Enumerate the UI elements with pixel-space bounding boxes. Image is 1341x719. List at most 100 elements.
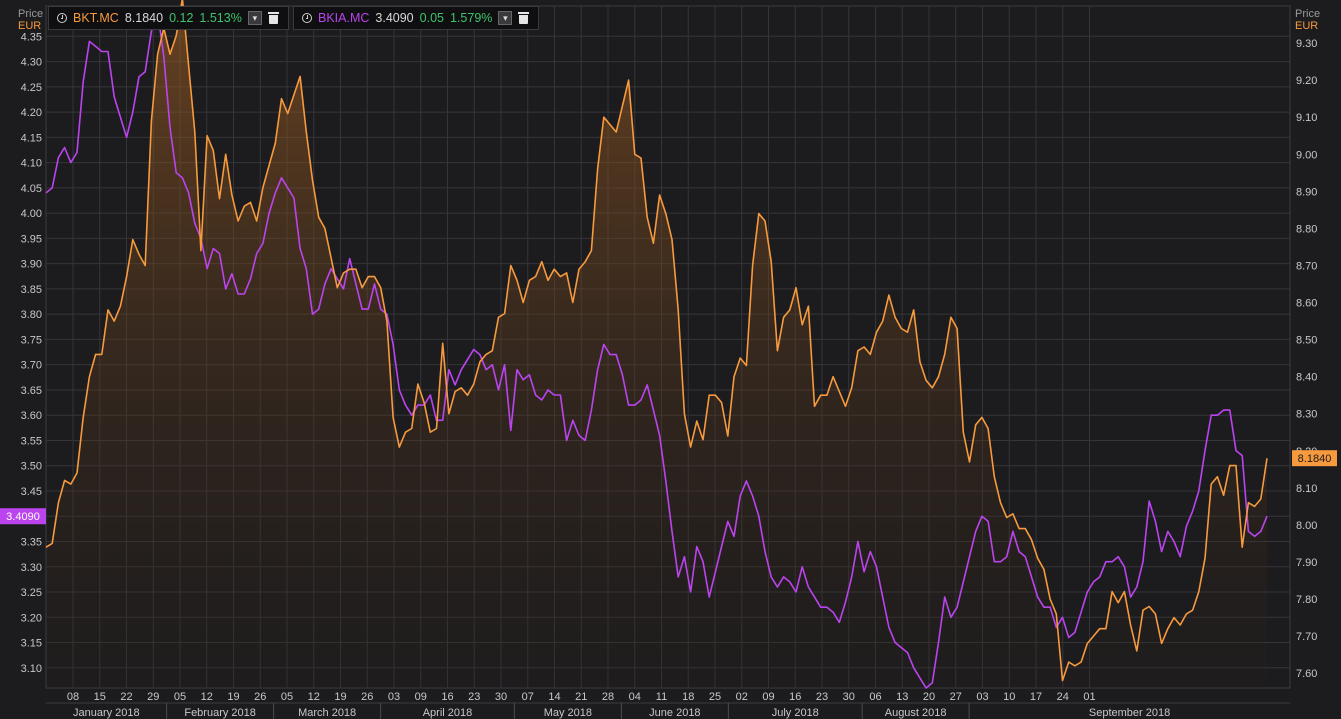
x-day-label: 16	[789, 691, 801, 703]
x-day-label: 13	[896, 691, 908, 703]
x-day-label: 05	[281, 691, 293, 703]
bkt-area-fill	[46, 0, 1267, 688]
clock-icon[interactable]	[302, 13, 312, 23]
left-tick-label: 3.90	[21, 259, 42, 271]
right-tick-label: 8.00	[1296, 520, 1317, 532]
left-axis-price-label: Price	[18, 8, 44, 20]
x-day-label: 26	[254, 691, 266, 703]
left-tick-label: 3.35	[21, 536, 42, 548]
left-tick-label: 3.95	[21, 233, 42, 245]
right-tick-label: 8.10	[1296, 483, 1317, 495]
bkia-last-price-marker	[0, 508, 46, 525]
left-axis-header: Price EUR	[18, 8, 43, 32]
x-month-label: May 2018	[544, 707, 592, 719]
x-day-label: 17	[1030, 691, 1042, 703]
x-day-label: 06	[869, 691, 881, 703]
x-month-label: April 2018	[423, 707, 473, 719]
legend-change: 0.05	[419, 11, 444, 25]
left-tick-label: 3.45	[21, 486, 42, 498]
x-day-label: 05	[174, 691, 186, 703]
x-day-label: 08	[67, 691, 79, 703]
series-line-bkia-mc	[45, 10, 1268, 689]
left-tick-label: 4.05	[21, 183, 42, 195]
left-tick-label: 3.10	[21, 663, 42, 675]
legend-item-bkia[interactable]: BKIA.MC 3.4090 0.05 1.579% ▾	[293, 6, 540, 30]
series-line-bkt-mc	[45, 0, 1268, 682]
right-tick-label: 8.30	[1296, 409, 1317, 421]
x-day-label: 09	[415, 691, 427, 703]
x-month-label: August 2018	[885, 707, 947, 719]
x-day-label: 30	[843, 691, 855, 703]
right-axis-currency: EUR	[1295, 20, 1319, 32]
right-tick-label: 7.90	[1296, 557, 1317, 569]
x-day-label: 04	[629, 691, 641, 703]
x-day-label: 18	[682, 691, 694, 703]
bkt-last-price-marker	[1292, 450, 1337, 467]
left-tick-label: 3.20	[21, 612, 42, 624]
x-month-label: February 2018	[184, 707, 256, 719]
right-tick-label: 8.80	[1296, 223, 1317, 235]
left-tick-label: 4.30	[21, 57, 42, 69]
trash-icon[interactable]	[267, 11, 280, 25]
x-day-label: 19	[334, 691, 346, 703]
x-day-label: 10	[1003, 691, 1015, 703]
x-day-label: 24	[1057, 691, 1069, 703]
bkt-last-price-label: 8.1840	[1298, 453, 1332, 465]
left-axis-currency: EUR	[18, 20, 42, 32]
left-tick-label: 3.25	[21, 587, 42, 599]
x-day-label: 25	[709, 691, 721, 703]
x-day-label: 27	[950, 691, 962, 703]
legend-item-bkt[interactable]: BKT.MC 8.1840 0.12 1.513% ▾	[48, 6, 289, 30]
left-tick-label: 4.25	[21, 82, 42, 94]
x-day-label: 11	[656, 691, 667, 703]
x-day-label: 19	[227, 691, 239, 703]
left-tick-label: 4.20	[21, 107, 42, 119]
x-day-label: 12	[308, 691, 320, 703]
right-tick-label: 9.30	[1296, 38, 1317, 50]
left-tick-label: 3.30	[21, 562, 42, 574]
right-tick-label: 7.60	[1296, 668, 1317, 680]
x-day-label: 16	[441, 691, 453, 703]
dropdown-icon[interactable]: ▾	[498, 11, 513, 25]
x-day-label: 15	[94, 691, 106, 703]
left-tick-label: 3.15	[21, 638, 42, 650]
clock-icon[interactable]	[57, 13, 67, 23]
right-tick-label: 7.70	[1296, 631, 1317, 643]
x-month-label: January 2018	[73, 707, 140, 719]
x-day-label: 21	[575, 691, 587, 703]
legend-change: 0.12	[169, 11, 194, 25]
left-tick-label: 3.70	[21, 360, 42, 372]
legend-symbol: BKIA.MC	[318, 11, 370, 25]
right-axis-price-label: Price	[1295, 8, 1321, 20]
left-tick-label: 4.15	[21, 132, 42, 144]
left-tick-label: 3.55	[21, 435, 42, 447]
dropdown-icon[interactable]: ▾	[247, 11, 262, 25]
x-day-label: 03	[976, 691, 988, 703]
legend-price: 8.1840	[124, 11, 164, 25]
x-day-label: 12	[201, 691, 213, 703]
right-axis-header: Price EUR	[1295, 8, 1320, 32]
right-tick-label: 8.90	[1296, 186, 1317, 198]
legend-pct: 1.513%	[199, 11, 242, 25]
x-month-label: June 2018	[649, 707, 700, 719]
x-month-label: March 2018	[298, 707, 356, 719]
left-tick-label: 4.00	[21, 208, 42, 220]
x-day-label: 26	[361, 691, 373, 703]
x-day-label: 28	[602, 691, 614, 703]
x-day-label: 30	[495, 691, 507, 703]
x-month-label: July 2018	[772, 707, 819, 719]
right-tick-label: 9.00	[1296, 149, 1317, 161]
left-tick-label: 3.60	[21, 410, 42, 422]
legend-price: 3.4090	[375, 11, 414, 25]
x-day-label: 23	[468, 691, 480, 703]
left-tick-label: 3.75	[21, 334, 42, 346]
left-tick-label: 4.10	[21, 158, 42, 170]
right-tick-label: 7.80	[1296, 594, 1317, 606]
left-tick-label: 4.35	[21, 31, 42, 43]
trash-icon[interactable]	[518, 11, 530, 25]
x-day-label: 03	[388, 691, 400, 703]
x-day-label: 20	[923, 691, 935, 703]
legend-pct: 1.579%	[449, 11, 493, 25]
x-day-label: 29	[147, 691, 159, 703]
